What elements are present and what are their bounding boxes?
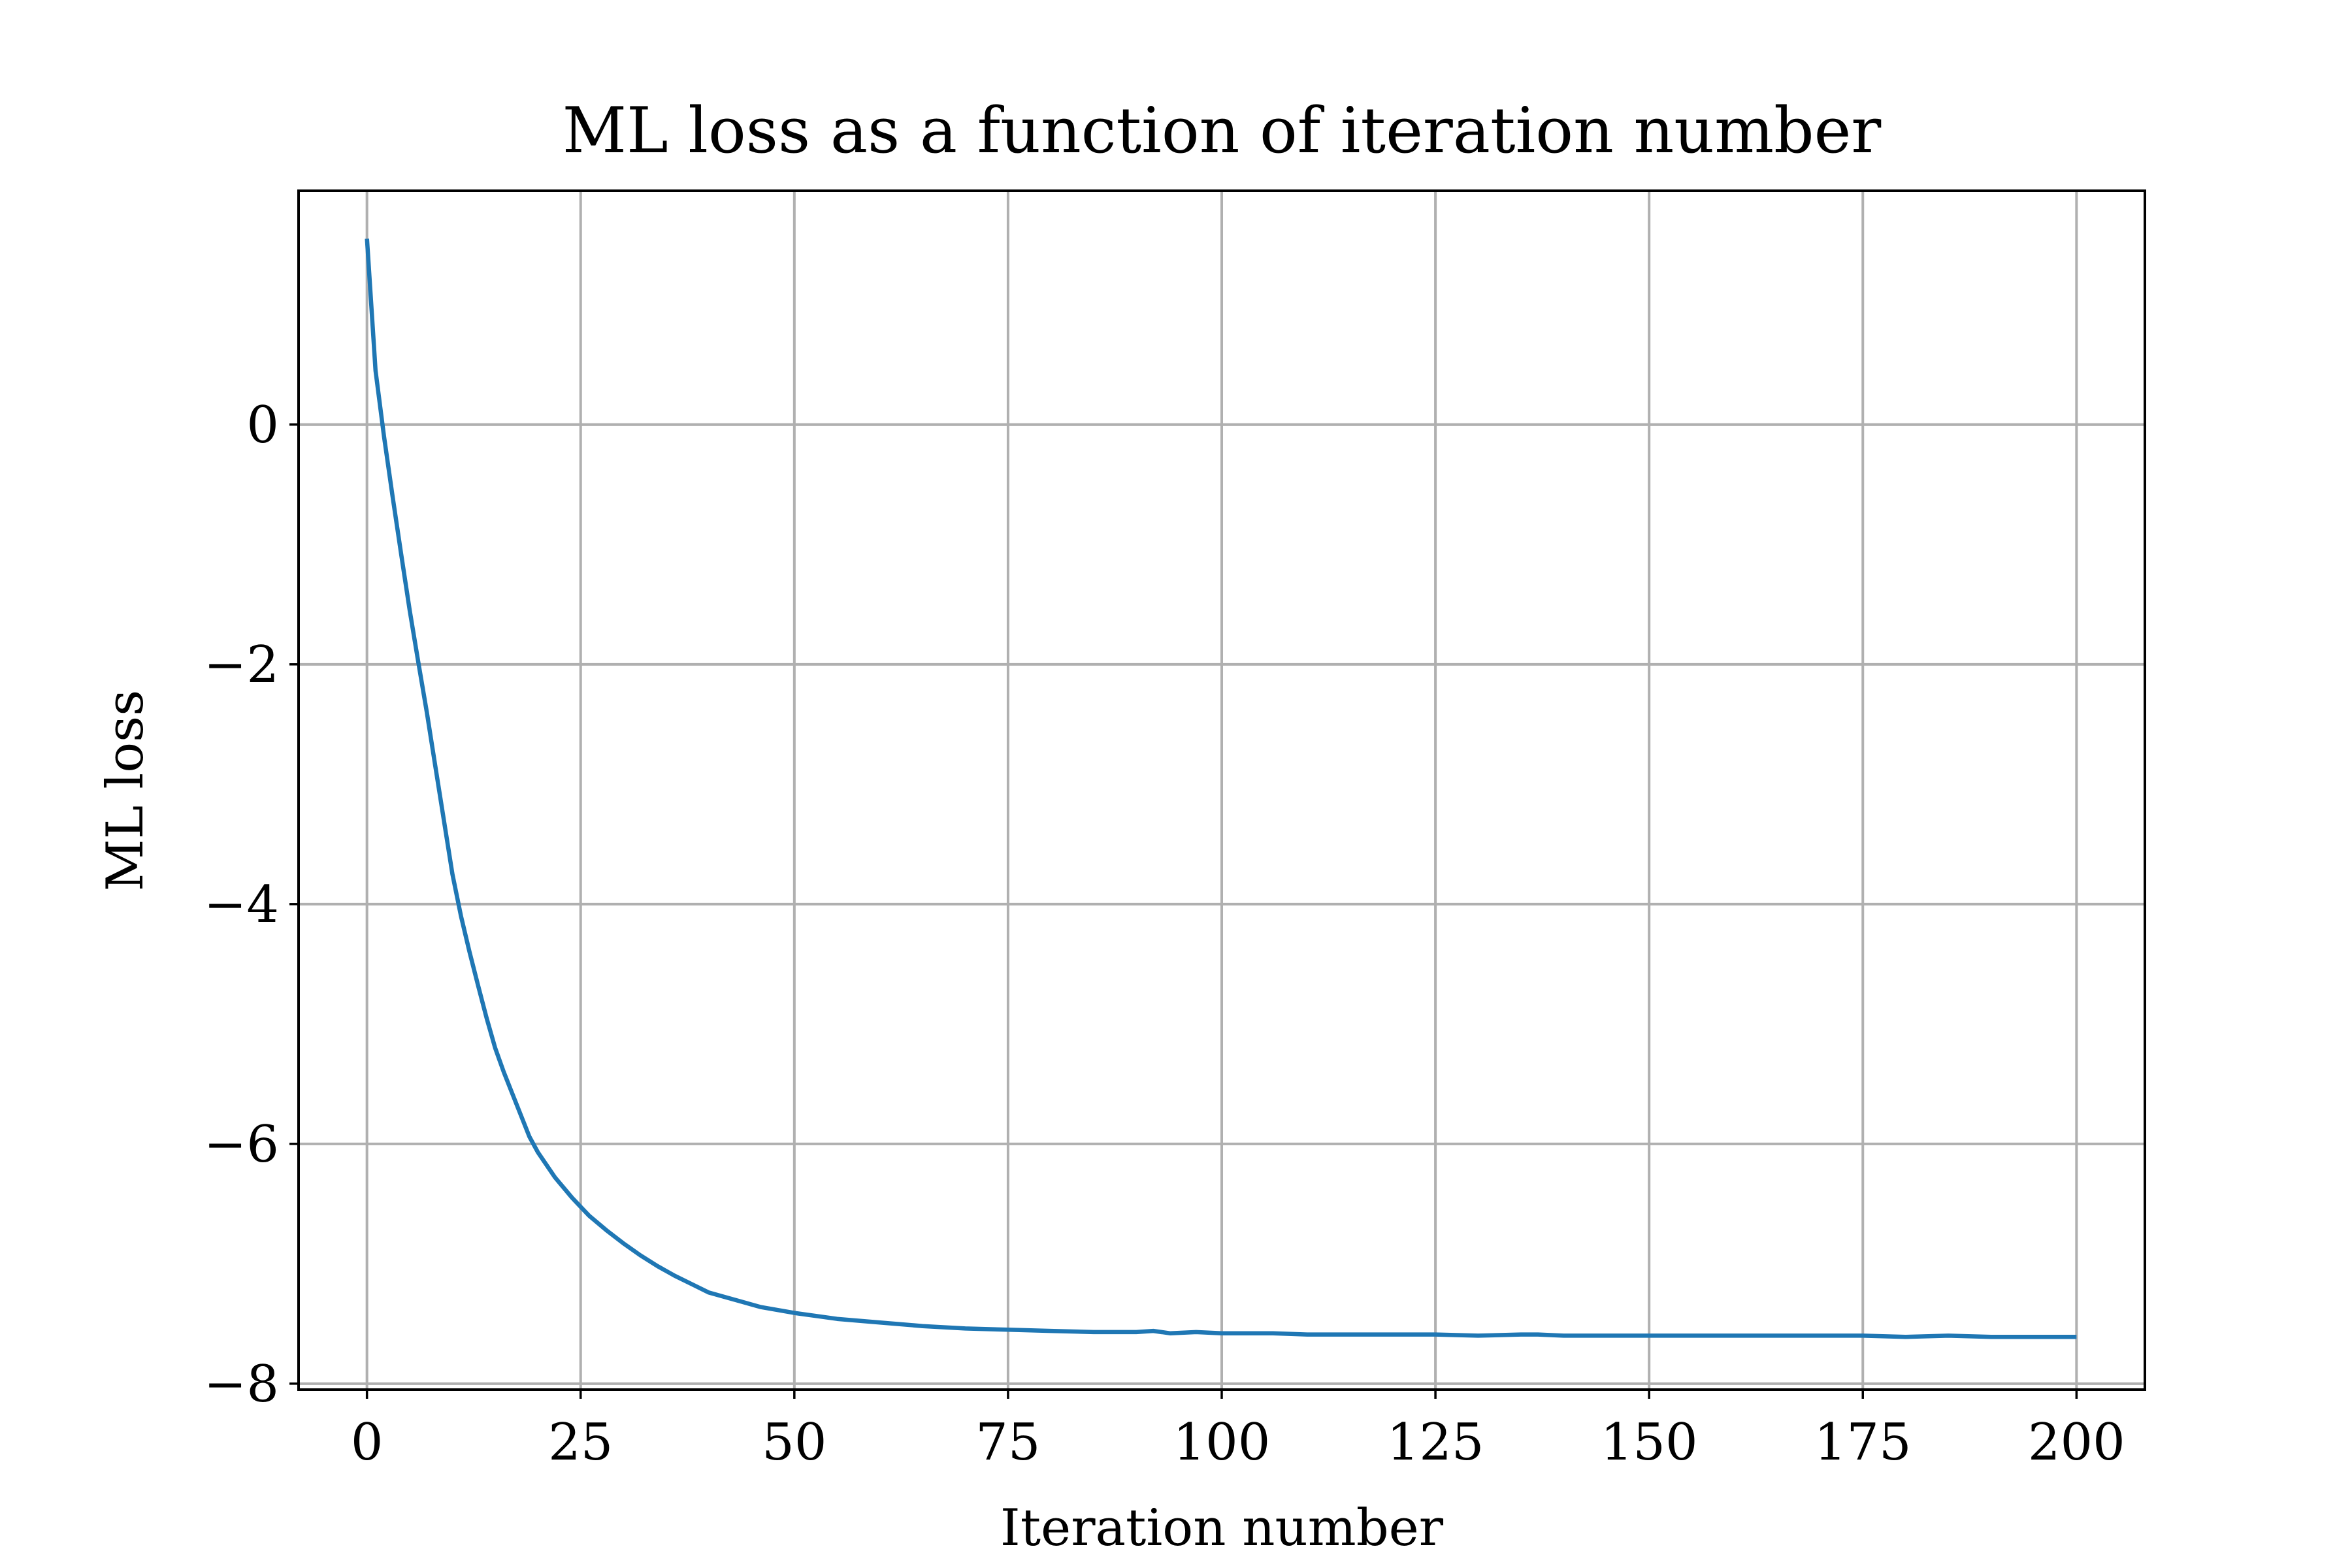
x-tick-label: 150 — [1601, 1413, 1698, 1472]
chart-title: ML loss as a function of iteration numbe… — [563, 94, 1882, 167]
x-tick-label: 200 — [2028, 1413, 2125, 1472]
x-tick-label: 25 — [548, 1413, 613, 1472]
series-line-loss — [365, 238, 2077, 1339]
series-layer — [365, 238, 2077, 1339]
y-tick-label: −4 — [204, 875, 279, 934]
x-tick-label: 75 — [975, 1413, 1040, 1472]
grid — [299, 191, 2145, 1390]
y-axis-label: ML loss — [96, 690, 155, 891]
y-tick-label: −6 — [204, 1115, 279, 1174]
x-tick-label: 100 — [1173, 1413, 1271, 1472]
x-tick-label: 50 — [762, 1413, 826, 1472]
y-tick-label: −2 — [204, 636, 279, 694]
y-tick-label: 0 — [246, 396, 279, 455]
axis-ticks: 0 25 50 75 100 125 150 175 200 0 −2 −4 −6 −8 — [204, 396, 2125, 1472]
x-tick-label: 175 — [1814, 1413, 1912, 1472]
x-tick-label: 0 — [351, 1413, 384, 1472]
x-tick-label: 125 — [1387, 1413, 1484, 1472]
y-tick-label: −8 — [204, 1355, 279, 1414]
x-axis-label: Iteration number — [1000, 1499, 1444, 1558]
